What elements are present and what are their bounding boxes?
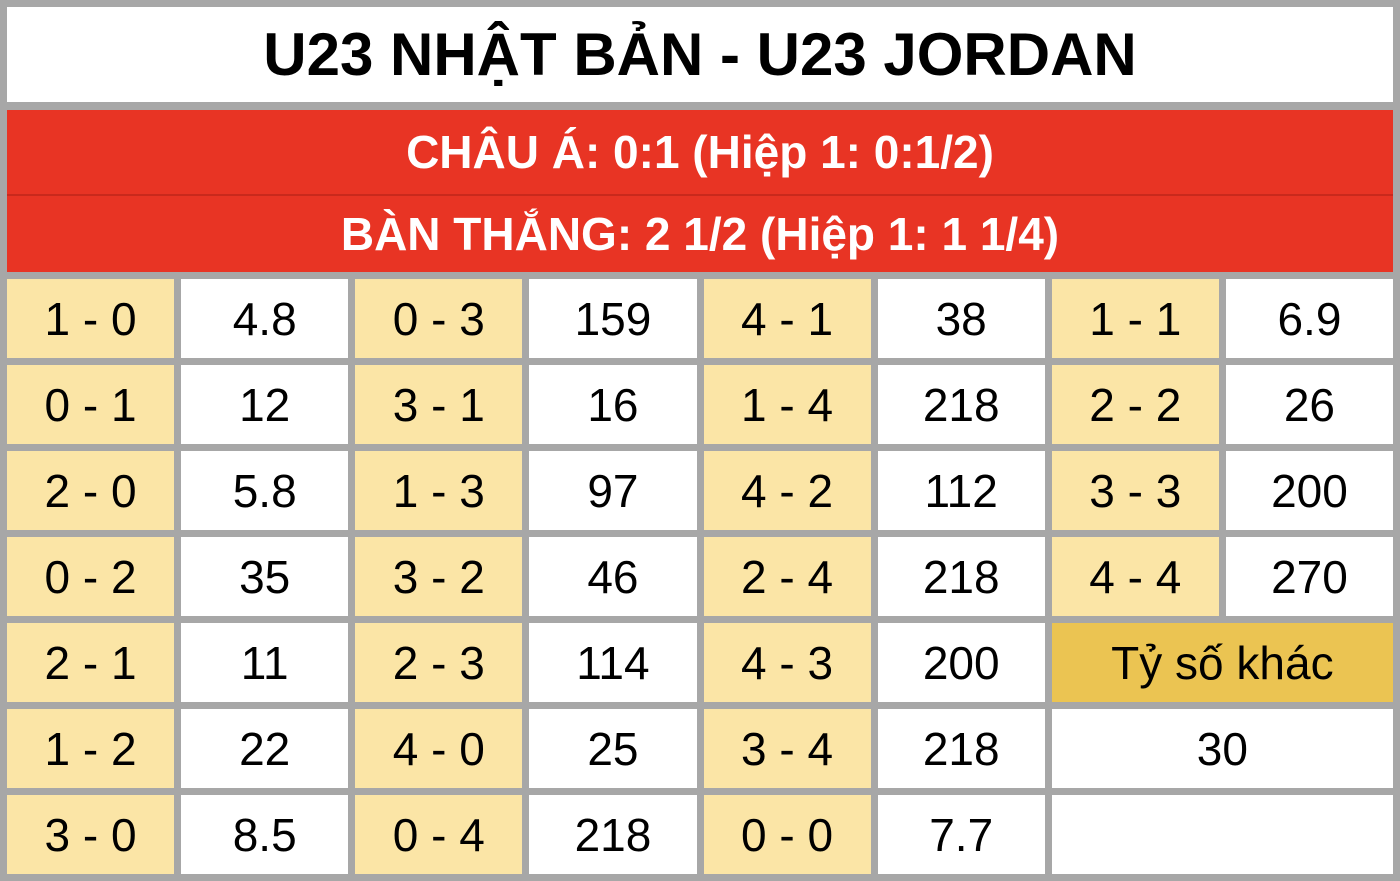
odds-cell: 46	[529, 537, 697, 616]
score-cell: 3 - 0	[7, 795, 175, 874]
score-cell: 1 - 0	[7, 279, 175, 358]
score-cell: 1 - 4	[703, 365, 871, 444]
score-cell: 1 - 2	[7, 709, 175, 788]
score-cell: 4 - 3	[703, 623, 871, 702]
odds-cell: 8.5	[181, 795, 349, 874]
odds-cell: 16	[529, 365, 697, 444]
odds-cell: 114	[529, 623, 697, 702]
correct-score-grid: 1 - 0 4.8 0 - 3 159 4 - 1 38 1 - 1 6.9 0 - 1 12 3 …	[7, 279, 1393, 874]
other-scores-odds: 30	[1051, 709, 1393, 788]
odds-cell: 11	[181, 623, 349, 702]
odds-cell: 7.7	[877, 795, 1045, 874]
score-cell: 4 - 1	[703, 279, 871, 358]
asian-handicap: CHÂU Á: 0:1 (Hiệp 1: 0:1/2)	[7, 110, 1393, 196]
odds-cell: 25	[529, 709, 697, 788]
score-cell: 3 - 3	[1051, 451, 1219, 530]
score-cell: 2 - 2	[1051, 365, 1219, 444]
odds-cell: 22	[181, 709, 349, 788]
odds-cell: 200	[877, 623, 1045, 702]
score-cell: 0 - 4	[355, 795, 523, 874]
other-scores-label: Tỷ số khác	[1051, 623, 1393, 702]
score-cell: 2 - 1	[7, 623, 175, 702]
odds-cell: 218	[877, 709, 1045, 788]
odds-cell: 4.8	[181, 279, 349, 358]
odds-cell: 218	[877, 537, 1045, 616]
score-cell: 3 - 2	[355, 537, 523, 616]
odds-cell: 35	[181, 537, 349, 616]
odds-cell: 6.9	[1225, 279, 1393, 358]
score-cell: 4 - 4	[1051, 537, 1219, 616]
odds-cell: 218	[877, 365, 1045, 444]
odds-cell: 200	[1225, 451, 1393, 530]
score-cell: 1 - 1	[1051, 279, 1219, 358]
odds-cell: 26	[1225, 365, 1393, 444]
odds-cell: 112	[877, 451, 1045, 530]
score-cell: 2 - 0	[7, 451, 175, 530]
odds-cell: 12	[181, 365, 349, 444]
score-cell: 0 - 1	[7, 365, 175, 444]
odds-cell: 270	[1225, 537, 1393, 616]
goals-line: BÀN THẮNG: 2 1/2 (Hiệp 1: 1 1/4)	[7, 196, 1393, 272]
score-cell: 3 - 1	[355, 365, 523, 444]
odds-table: U23 NHẬT BẢN - U23 JORDAN CHÂU Á: 0:1 (H…	[7, 7, 1393, 874]
score-cell: 0 - 2	[7, 537, 175, 616]
score-cell: 0 - 3	[355, 279, 523, 358]
odds-cell: 38	[877, 279, 1045, 358]
score-cell: 1 - 3	[355, 451, 523, 530]
score-cell: 4 - 2	[703, 451, 871, 530]
score-cell: 0 - 0	[703, 795, 871, 874]
match-title: U23 NHẬT BẢN - U23 JORDAN	[7, 7, 1393, 102]
odds-cell: 159	[529, 279, 697, 358]
score-cell: 3 - 4	[703, 709, 871, 788]
score-cell: 2 - 3	[355, 623, 523, 702]
score-cell: 2 - 4	[703, 537, 871, 616]
odds-cell: 5.8	[181, 451, 349, 530]
score-cell: 4 - 0	[355, 709, 523, 788]
empty-cell	[1051, 795, 1393, 874]
odds-cell: 218	[529, 795, 697, 874]
odds-cell: 97	[529, 451, 697, 530]
